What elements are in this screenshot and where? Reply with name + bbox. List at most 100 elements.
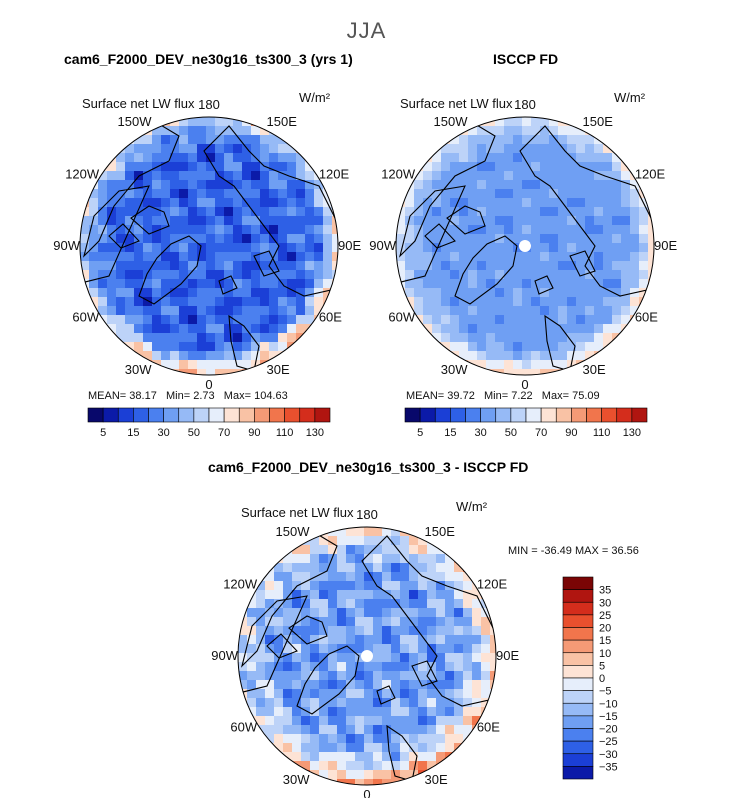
field-cell (170, 315, 180, 325)
field-cell (170, 225, 180, 235)
field-cell (585, 288, 595, 298)
field-cell (265, 590, 275, 600)
field-cell (206, 171, 216, 181)
field-cell (432, 297, 442, 307)
field-cell (256, 680, 266, 690)
field-cell (540, 198, 550, 208)
field-cell (459, 324, 469, 334)
field-cell (576, 207, 586, 217)
field-cell (414, 243, 424, 253)
field-cell (319, 635, 329, 645)
field-cell (134, 297, 144, 307)
field-cell (233, 342, 243, 352)
colorbar-swatch (562, 740, 594, 755)
season-title: JJA (346, 18, 387, 43)
field-cell (143, 306, 153, 316)
field-cell (247, 662, 257, 672)
field-cell (441, 270, 451, 280)
field-cell (459, 171, 469, 181)
field-cell (170, 351, 180, 361)
field-cell (314, 279, 324, 289)
colorbar-swatch (562, 702, 594, 717)
field-cell (328, 653, 338, 663)
field-cell (468, 117, 478, 127)
field-cell (310, 689, 320, 699)
colorbar-swatch (269, 407, 285, 423)
field-cell (486, 315, 496, 325)
field-cell (364, 734, 374, 744)
colorbar-swatch (238, 407, 255, 423)
field-cell (540, 162, 550, 172)
field-cell (274, 617, 284, 627)
field-cell (107, 180, 117, 190)
field-cell (125, 261, 135, 271)
field-cell (134, 270, 144, 280)
field-cell (409, 545, 419, 555)
field-cell (585, 342, 595, 352)
field-cell (116, 225, 126, 235)
field-cell (364, 599, 374, 609)
field-cell (328, 671, 338, 681)
field-cell (301, 554, 311, 564)
field-cell (152, 351, 162, 361)
field-cell (603, 198, 613, 208)
field-cell (278, 225, 288, 235)
panel2-mean-label: MEAN= (406, 390, 445, 402)
field-cell (630, 234, 640, 244)
field-cell (405, 243, 415, 253)
field-cell (427, 599, 437, 609)
field-cell (549, 252, 559, 262)
field-cell (305, 198, 315, 208)
field-cell (355, 635, 365, 645)
field-cell (540, 261, 550, 271)
lon-label-90W: 90W (53, 238, 80, 253)
colorbar-tick-label: −30 (599, 749, 618, 761)
field-cell (418, 626, 428, 636)
field-cell (305, 234, 315, 244)
field-cell (432, 261, 442, 271)
field-cell (188, 306, 198, 316)
field-cell (463, 671, 473, 681)
field-cell (337, 554, 347, 564)
field-cell (495, 315, 505, 325)
field-cell (382, 581, 392, 591)
field-cell (179, 261, 189, 271)
field-cell (314, 207, 324, 217)
field-cell (558, 216, 568, 226)
field-cell (445, 644, 455, 654)
field-cell (504, 369, 514, 375)
field-cell (450, 180, 460, 190)
field-cell (161, 180, 171, 190)
field-cell (648, 216, 654, 226)
field-cell (459, 144, 469, 154)
field-cell (373, 563, 383, 573)
panel1-variable-label: Surface net LW flux (82, 96, 195, 111)
field-cell (238, 671, 248, 681)
colorbar-swatch (193, 407, 210, 423)
panel1-mean-value: 38.17 (129, 390, 157, 402)
field-cell (477, 207, 487, 217)
field-cell (576, 126, 586, 136)
field-cell (323, 225, 333, 235)
field-cell (292, 734, 302, 744)
panel1-coastlines (80, 120, 338, 372)
field-cell (346, 626, 356, 636)
field-cell (260, 351, 270, 361)
field-cell (319, 599, 329, 609)
field-cell (486, 153, 496, 163)
field-cell (477, 117, 487, 127)
colorbar-tick-label: 70 (535, 427, 547, 439)
colorbar-tick-label: 30 (475, 427, 487, 439)
field-cell (531, 234, 541, 244)
field-cell (319, 707, 329, 717)
field-cell (98, 216, 108, 226)
field-cell (481, 707, 491, 717)
field-cell (125, 351, 135, 361)
field-cell (287, 315, 297, 325)
field-cell (260, 171, 270, 181)
field-cell (242, 279, 252, 289)
field-cell (409, 635, 419, 645)
field-cell (152, 270, 162, 280)
field-cell (454, 680, 464, 690)
field-cell (260, 180, 270, 190)
